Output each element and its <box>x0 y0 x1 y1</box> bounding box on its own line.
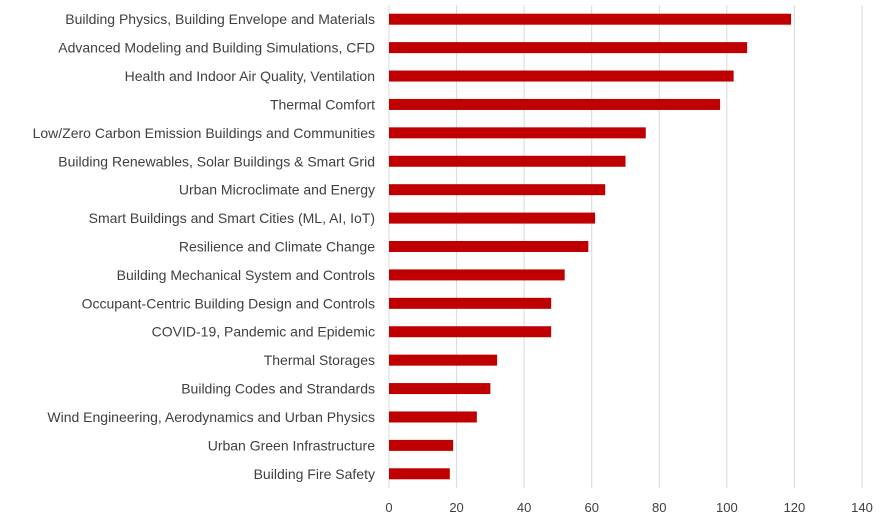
category-label: COVID-19, Pandemic and Epidemic <box>152 324 375 340</box>
bar <box>389 269 565 281</box>
x-tick-label: 0 <box>385 500 392 515</box>
bars <box>389 13 792 480</box>
x-tick-label: 140 <box>851 500 873 515</box>
category-label: Urban Microclimate and Energy <box>179 182 375 198</box>
category-label: Building Mechanical System and Controls <box>117 267 375 283</box>
bar <box>389 439 454 451</box>
category-label: Thermal Storages <box>264 352 375 368</box>
category-label: Advanced Modeling and Building Simulatio… <box>58 40 375 56</box>
category-label: Building Fire Safety <box>254 466 375 482</box>
category-label: Wind Engineering, Aerodynamics and Urban… <box>47 409 375 425</box>
bar <box>389 13 792 25</box>
bar <box>389 155 626 167</box>
x-tick-label: 20 <box>449 500 463 515</box>
category-label: Urban Green Infrastructure <box>208 437 376 453</box>
x-tick-label: 80 <box>652 500 666 515</box>
category-labels: Building Physics, Building Envelope and … <box>33 11 376 482</box>
category-label: Thermal Comfort <box>270 96 375 112</box>
category-label: Smart Buildings and Smart Cities (ML, AI… <box>89 210 375 226</box>
bar <box>389 383 491 395</box>
bar <box>389 184 606 196</box>
category-label: Health and Indoor Air Quality, Ventilati… <box>125 68 375 84</box>
x-tick-labels: 0 20 40 60 80 100 120 140 <box>385 500 872 515</box>
bar <box>389 212 596 224</box>
x-tick-label: 40 <box>517 500 531 515</box>
bar <box>389 42 748 54</box>
category-label: Low/Zero Carbon Emission Buildings and C… <box>33 125 375 141</box>
bar <box>389 297 552 309</box>
bar <box>389 354 498 366</box>
bar <box>389 98 721 110</box>
x-tick-label: 100 <box>716 500 738 515</box>
category-label: Resilience and Climate Change <box>179 239 375 255</box>
category-label: Occupant-Centric Building Design and Con… <box>82 295 375 311</box>
bar <box>389 70 734 82</box>
category-label: Building Physics, Building Envelope and … <box>65 11 375 27</box>
bar <box>389 411 477 423</box>
bar <box>389 127 646 139</box>
x-tick-label: 60 <box>584 500 598 515</box>
bar <box>389 326 552 338</box>
category-label: Building Codes and Strandards <box>181 381 375 397</box>
bar <box>389 468 450 480</box>
x-tick-label: 120 <box>784 500 806 515</box>
bar <box>389 241 589 252</box>
category-label: Building Renewables, Solar Buildings & S… <box>58 153 375 169</box>
